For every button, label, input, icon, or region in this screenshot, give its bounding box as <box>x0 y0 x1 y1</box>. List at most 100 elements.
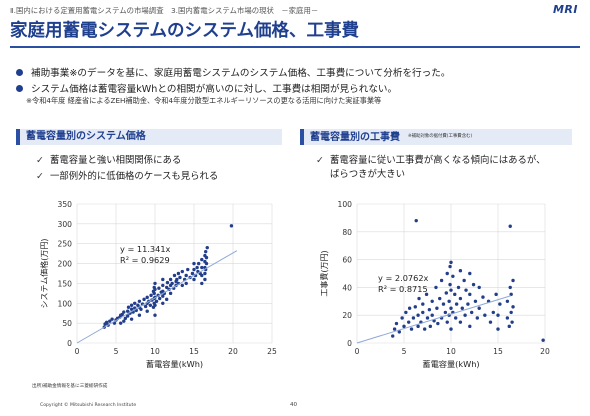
data-point <box>161 277 165 282</box>
data-point <box>451 274 455 278</box>
data-point <box>444 291 448 295</box>
bullet-item: システム価格は蓄電容量kWhとの相関が高いのに対し、工事費は相関が見られない。 <box>16 81 397 95</box>
data-point <box>458 296 463 301</box>
data-point <box>157 286 161 290</box>
x-tick-label: 5 <box>402 347 407 356</box>
data-point <box>152 291 156 296</box>
data-point <box>133 301 137 305</box>
data-point <box>488 320 493 324</box>
data-point <box>424 292 429 297</box>
x-tick-label: 25 <box>267 347 277 356</box>
data-point <box>186 267 190 272</box>
data-point <box>203 277 207 282</box>
data-point <box>458 269 463 273</box>
data-point <box>445 320 449 324</box>
y-axis-label: 工事費(万円) <box>319 250 329 296</box>
data-point <box>400 316 404 320</box>
data-point <box>145 295 149 300</box>
data-point <box>122 319 126 323</box>
data-point <box>172 273 177 278</box>
data-point <box>458 320 463 324</box>
data-point <box>434 285 438 290</box>
data-point <box>471 282 476 287</box>
data-point <box>203 271 207 276</box>
data-point <box>184 273 188 278</box>
data-point <box>509 292 513 297</box>
data-point <box>507 324 511 329</box>
data-point <box>449 288 453 292</box>
data-point <box>392 327 397 331</box>
data-point <box>427 307 432 312</box>
data-point <box>475 316 480 320</box>
data-point <box>196 261 201 266</box>
data-point <box>477 306 481 310</box>
x-tick-label: 20 <box>540 347 550 356</box>
right-section-title: 蓄電容量別の工事費 <box>310 132 400 143</box>
data-point <box>165 297 169 302</box>
data-point <box>161 294 165 298</box>
data-point <box>118 321 123 325</box>
data-point <box>149 293 153 298</box>
data-point <box>195 265 199 270</box>
data-point <box>438 296 442 301</box>
check-text: 蓄電容量と強い相関関係にある <box>50 155 182 166</box>
trendline-equation-label: y = 2.0762x <box>378 273 429 283</box>
left-section-heading: 蓄電容量別のシステム価格 <box>16 129 282 145</box>
data-point <box>129 307 134 311</box>
y-tick-label: 0 <box>347 339 352 348</box>
page-number: 40 <box>290 402 298 408</box>
y-tick-label: 250 <box>58 240 73 249</box>
y-tick-label: 80 <box>342 228 352 237</box>
x-axis-label: 蓄電容量(kWh) <box>146 359 203 369</box>
data-point <box>454 302 459 306</box>
data-point <box>445 271 449 276</box>
data-point <box>435 306 439 310</box>
right-check-item-continued: ばらつきが大きい <box>330 166 405 180</box>
data-point <box>505 316 510 320</box>
data-point <box>204 261 209 266</box>
y-tick-label: 300 <box>58 220 73 229</box>
data-point <box>204 255 209 260</box>
breadcrumb: Ⅱ.国内における定置用蓄電システムの市場調査 3.国内蓄電システム市場の現状 －… <box>10 6 319 15</box>
data-point <box>436 321 440 326</box>
data-point <box>468 292 472 297</box>
data-point <box>200 281 204 286</box>
data-point <box>180 269 184 274</box>
data-point <box>407 320 411 324</box>
data-point <box>123 316 128 321</box>
data-point <box>496 313 500 317</box>
bullet-dot-icon <box>16 84 23 92</box>
check-text: 蓄電容量に従い工事費が高くなる傾向にはあるが、 <box>330 155 546 166</box>
data-point <box>165 285 169 290</box>
company-logo: MRI <box>552 3 578 16</box>
data-point <box>129 317 134 321</box>
data-point <box>126 309 130 313</box>
data-point <box>414 218 418 223</box>
data-point <box>491 310 495 315</box>
y-tick-label: 200 <box>58 260 73 269</box>
data-point <box>122 310 126 314</box>
y-axis-label: システム価格(万円) <box>39 238 49 308</box>
data-point <box>126 314 130 318</box>
y-tick-label: 150 <box>58 279 73 288</box>
data-point <box>449 327 453 331</box>
data-point <box>404 310 408 315</box>
data-point <box>422 327 427 331</box>
data-point <box>505 299 510 303</box>
right-section-heading: 蓄電容量別の工事費 ※補助対象の据付費(工事費含む) <box>300 129 572 145</box>
data-point <box>483 313 487 317</box>
data-point <box>511 278 515 283</box>
data-point <box>180 283 184 288</box>
check-icon: ✓ <box>36 171 44 182</box>
data-point <box>145 309 149 313</box>
left-check-item: ✓ 一部例外的に低価格のケースも見られる <box>36 168 218 182</box>
data-point <box>413 305 417 309</box>
right-section-note: ※補助対象の据付費(工事費含む) <box>408 134 473 139</box>
data-point <box>397 330 401 334</box>
data-point <box>391 334 395 338</box>
trendline-r2-label: R² = 0.9629 <box>120 255 170 265</box>
left-check-item: ✓ 蓄電容量と強い相関関係にある <box>36 152 181 166</box>
y-tick-label: 20 <box>342 311 352 320</box>
y-tick-label: 0 <box>67 339 72 348</box>
data-point <box>137 313 142 317</box>
